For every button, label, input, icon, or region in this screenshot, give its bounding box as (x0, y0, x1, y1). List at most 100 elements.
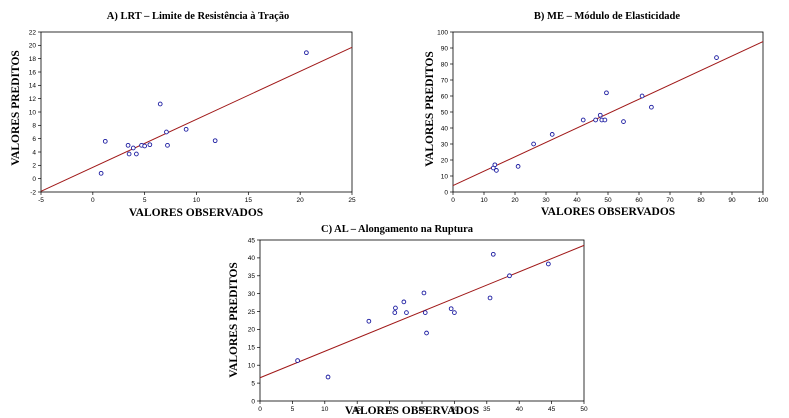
panel-b-data-point (580, 117, 586, 123)
panel-c-xtick-label: 25 (418, 406, 426, 413)
panel-b-data-point (531, 141, 536, 147)
panel-b-xtick-label: 20 (511, 197, 519, 204)
panel-b-data-point (649, 104, 654, 110)
panel-a-data-point (183, 126, 189, 132)
panel-a-ylabel: VALORES PREDITOS (10, 50, 22, 166)
panel-a-ytick-label: 10 (29, 109, 37, 116)
panel-a-ytick-label: 20 (29, 43, 37, 50)
panel-c-xtick-label: 0 (258, 406, 262, 413)
panel-a-data-point (164, 129, 169, 135)
panel-c-xtick-label: 35 (483, 406, 491, 413)
panel-c-data-point (404, 310, 409, 315)
panel-b-data-point (597, 112, 603, 118)
panel-c-data-point (487, 295, 493, 301)
panel-b-xtick-label: 100 (758, 197, 769, 204)
panel-b-xtick-label: 60 (635, 197, 643, 204)
panel-a-data-point (142, 143, 148, 149)
panel-a-xtick-label: 20 (297, 197, 305, 204)
panel-b-data-point (639, 93, 645, 99)
panel-c-data-point (393, 305, 398, 311)
panel-c-xlabel: VALORES OBSERVADOS (345, 405, 479, 417)
panel-a-data-point (147, 142, 153, 148)
panel-c-data-point (424, 330, 429, 336)
panel-c-ytick-label: 10 (248, 363, 256, 370)
panel-c-ytick-label: 25 (248, 309, 256, 316)
panel-b-ytick-label: 40 (441, 125, 449, 132)
panel-a-data-point (304, 50, 309, 56)
panel-a-data-point (98, 170, 104, 176)
panel-b-ytick-label: 80 (441, 61, 449, 68)
panel-b-data-point (714, 55, 719, 60)
panel-c-ytick-label: 20 (248, 327, 256, 334)
panel-a-xtick-label: 15 (245, 197, 253, 204)
panel-c-ylabel: VALORES PREDITOS (228, 262, 240, 378)
panel-b-data-point (593, 117, 598, 123)
panel-a-ytick-label: 16 (29, 69, 37, 76)
panel-b-xtick-label: 30 (542, 197, 550, 204)
panel-a-data-point (102, 138, 108, 144)
panel-b-ytick-label: 0 (444, 189, 448, 196)
panel-c-fit-line (259, 244, 585, 379)
panel-b-data-point (494, 168, 499, 173)
panel-c-plot-frame (259, 239, 585, 402)
panel-c-xtick-label: 30 (451, 406, 459, 413)
panel-a-ytick-label: 6 (32, 136, 36, 143)
panel-a-ytick-label: 22 (29, 29, 37, 36)
panel-a-xtick-label: 25 (348, 197, 356, 204)
panel-a-xtick-label: 10 (193, 197, 201, 204)
panel-a-ytick-label: 4 (32, 149, 36, 156)
panel-a-fit-line (40, 46, 353, 192)
panel-c-xtick-label: 40 (516, 406, 524, 413)
panel-b-ytick-label: 100 (437, 29, 448, 36)
panel-b-ytick-label: 60 (441, 93, 449, 100)
panel-a-data-point (130, 145, 136, 151)
panel-a-ytick-label: 0 (32, 176, 36, 183)
panel-c-ytick-label: 35 (248, 273, 256, 280)
panel-a-data-point (134, 151, 139, 157)
panel-c-ytick-label: 5 (251, 380, 255, 387)
panel-c-xtick-label: 50 (580, 406, 588, 413)
panel-a-ytick-label: -2 (30, 189, 36, 196)
panel-b-xlabel: VALORES OBSERVADOS (541, 206, 675, 218)
panel-b-data-point (549, 132, 555, 137)
panel-c-xtick-label: 5 (291, 406, 295, 413)
panel-c-ytick-label: 40 (248, 255, 256, 262)
panel-b-xtick-label: 90 (728, 197, 736, 204)
panel-c-title: C) AL – Alongamento na Ruptura (321, 224, 474, 235)
panel-c-data-point (452, 310, 457, 315)
panel-c-data-point (295, 358, 300, 363)
panel-b-ytick-label: 70 (441, 77, 449, 84)
panel-a-xlabel: VALORES OBSERVADOS (129, 207, 263, 219)
panel-b-data-point (492, 162, 498, 168)
panel-a-ytick-label: 2 (32, 163, 36, 170)
panel-b-data-point (621, 119, 626, 124)
panel-b-ytick-label: 50 (441, 109, 449, 116)
panel-a-data-point (212, 138, 218, 144)
panel-b-ytick-label: 90 (441, 45, 449, 52)
panel-b-fit-line (452, 41, 764, 187)
panel-c-ytick-label: 15 (248, 345, 256, 352)
panel-b-data-point (604, 90, 609, 96)
panel-b-title: B) ME – Módulo de Elasticidade (534, 11, 680, 22)
panel-a-lrt: A) LRT – Limite de Resistência à Tração … (10, 11, 356, 219)
panel-a-data-point (126, 151, 132, 157)
panel-a-ytick-label: 12 (29, 96, 37, 103)
panel-c-data-point (366, 318, 372, 324)
panel-a-ytick-label: 14 (29, 83, 37, 90)
panel-c-data-point (546, 261, 551, 267)
panel-b-xtick-label: 70 (666, 197, 674, 204)
panel-a-data-point (165, 142, 170, 148)
panel-b-xtick-label: 40 (573, 197, 581, 204)
panel-c-data-point (448, 306, 454, 312)
panel-a-ytick-label: 8 (32, 123, 36, 130)
panel-b-ytick-label: 20 (441, 157, 449, 164)
panel-c-data-point (490, 251, 496, 257)
panel-c-data-point (401, 299, 407, 305)
panel-b-ytick-label: 10 (441, 173, 449, 180)
panel-c-data-point (392, 310, 398, 315)
panel-c-ytick-label: 45 (248, 237, 256, 244)
panel-c-data-point (325, 374, 331, 380)
panel-b-xtick-label: 10 (480, 197, 488, 204)
panel-c-xtick-label: 15 (354, 406, 362, 413)
